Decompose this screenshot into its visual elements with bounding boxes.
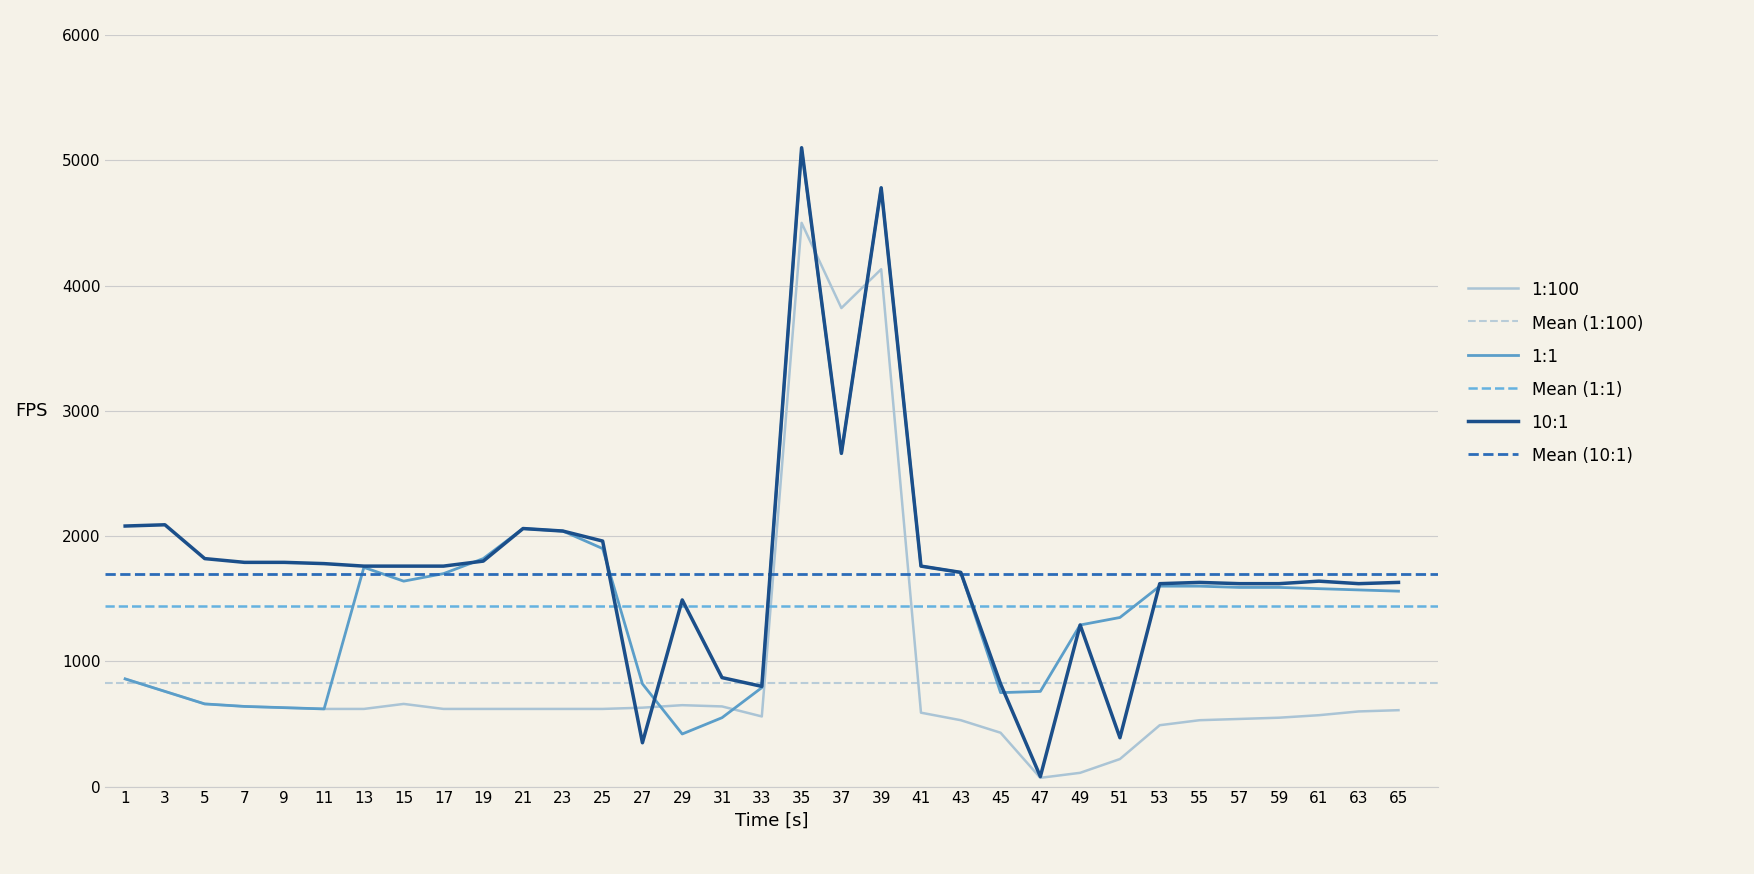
Legend: 1:100, Mean (1:100), 1:1, Mean (1:1), 10:1, Mean (10:1): 1:100, Mean (1:100), 1:1, Mean (1:1), 10… (1459, 273, 1651, 474)
X-axis label: Time [s]: Time [s] (735, 812, 809, 830)
Y-axis label: FPS: FPS (16, 402, 47, 420)
